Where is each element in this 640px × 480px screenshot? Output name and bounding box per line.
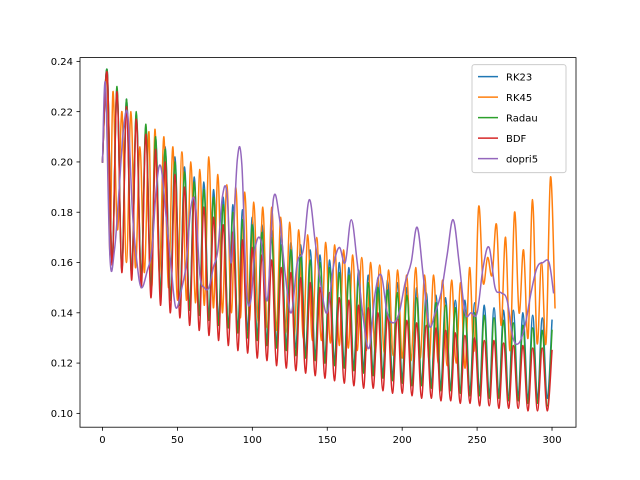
x-tick-label: 300 — [542, 435, 561, 446]
y-tick-label: 0.16 — [51, 258, 73, 269]
x-tick-label: 50 — [171, 435, 184, 446]
legend-label-bdf: BDF — [506, 134, 527, 145]
x-axis: 0 50 100 150 200 250 300 — [99, 427, 562, 446]
legend: RK23 RK45 Radau BDF dopri5 — [471, 64, 567, 174]
legend-label-dopri5: dopri5 — [506, 155, 538, 166]
legend-label-radau: Radau — [506, 114, 538, 125]
series-line-bdf — [101, 70, 553, 412]
series-line-dopri5 — [101, 80, 555, 350]
legend-label-rk23: RK23 — [506, 73, 532, 84]
y-tick-label: 0.22 — [51, 107, 73, 118]
x-tick-label: 200 — [393, 435, 412, 446]
y-tick-label: 0.24 — [51, 57, 73, 68]
y-tick-label: 0.10 — [51, 409, 73, 420]
y-axis: 0.10 0.12 0.14 0.16 0.18 0.20 0.22 0.24 — [51, 57, 80, 420]
y-tick-label: 0.20 — [51, 158, 73, 169]
x-tick-label: 250 — [468, 435, 487, 446]
series-layer — [101, 68, 556, 412]
x-tick-label: 0 — [99, 435, 105, 446]
x-tick-label: 100 — [243, 435, 262, 446]
axes-frame — [79, 57, 577, 428]
y-tick-label: 0.14 — [51, 308, 73, 319]
x-tick-label: 150 — [318, 435, 337, 446]
y-tick-label: 0.12 — [51, 359, 73, 370]
legend-box — [471, 64, 567, 174]
legend-label-rk45: RK45 — [506, 93, 532, 104]
y-tick-label: 0.18 — [51, 208, 73, 219]
